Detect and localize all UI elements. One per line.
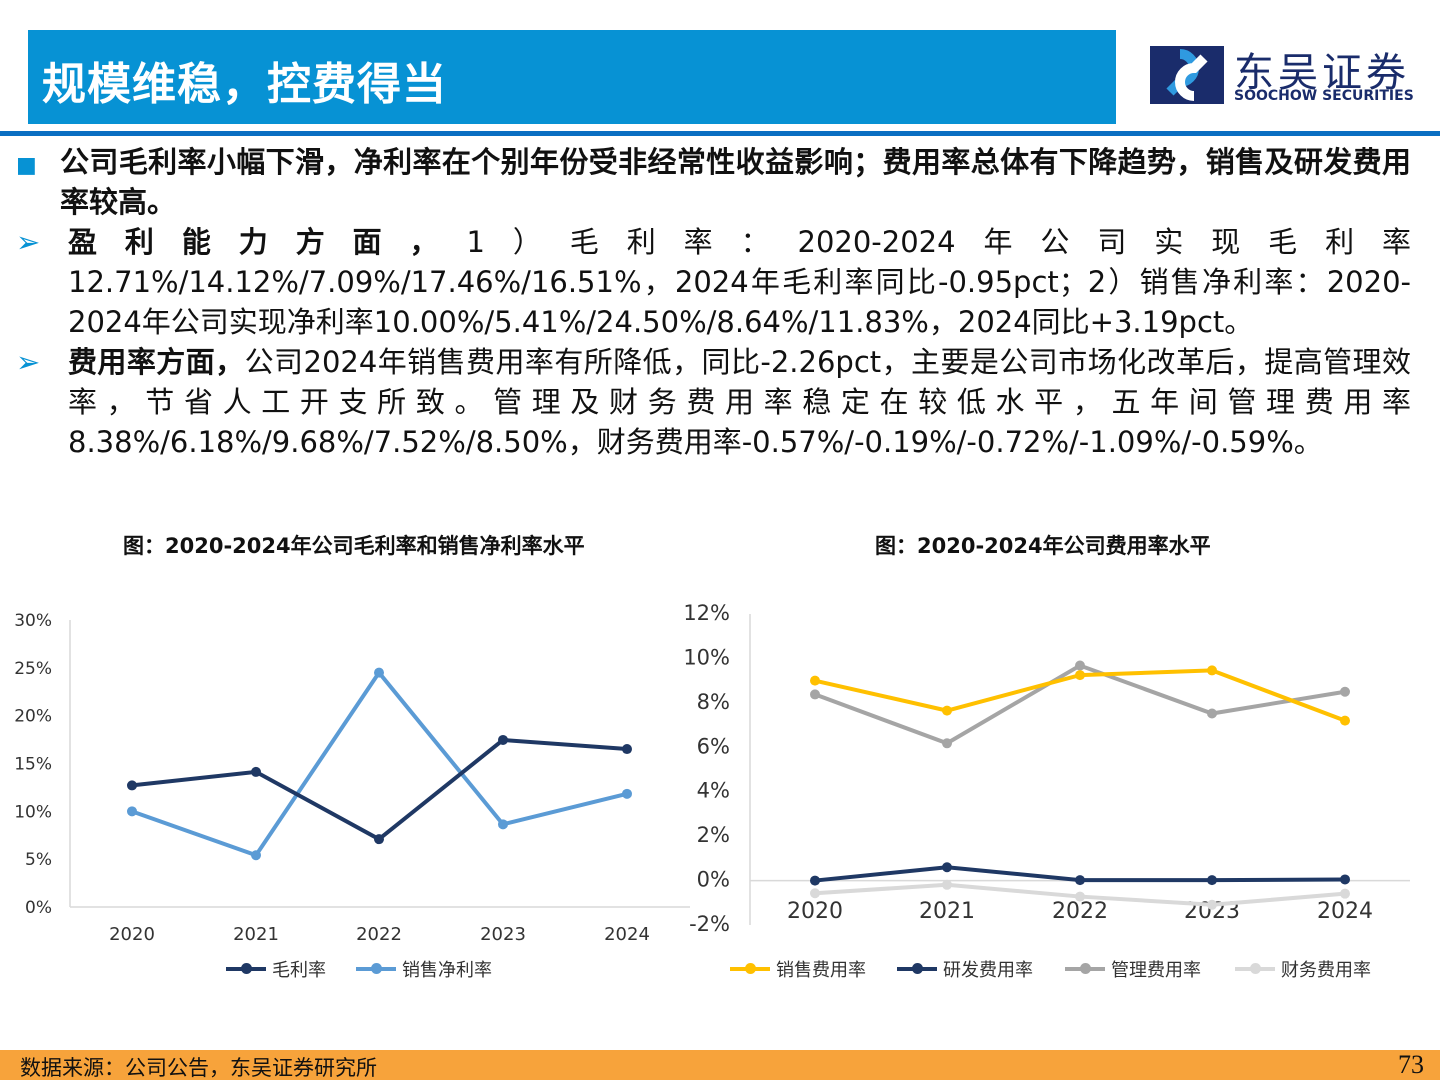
y-tick-label: 2%: [697, 823, 730, 847]
y-tick-label: 12%: [683, 601, 730, 625]
paragraph-summary: ■ 公司毛利率小幅下滑，净利率在个别年份受非经常性收益影响；费用率总体有下降趋势，…: [16, 145, 1411, 219]
data-point: [1207, 899, 1217, 910]
data-point: [1340, 715, 1350, 726]
data-point: [1075, 875, 1085, 886]
legend-item: 研发费用率: [897, 956, 1033, 982]
data-point: [1075, 660, 1085, 671]
legend-swatch-icon: [897, 963, 937, 974]
data-point: [1340, 686, 1350, 697]
y-tick-label: 0%: [697, 868, 730, 892]
data-point: [622, 744, 632, 755]
data-point: [622, 788, 632, 799]
legend-swatch-icon: [1235, 963, 1275, 974]
y-tick-label: 5%: [25, 850, 52, 870]
x-tick-label: 2020: [109, 924, 155, 945]
x-tick-label: 2024: [1317, 899, 1373, 924]
legend-swatch-icon: [356, 963, 396, 974]
x-tick-label: 2022: [356, 924, 402, 945]
legend-item: 毛利率: [226, 956, 326, 982]
data-point: [251, 766, 261, 777]
y-tick-label: 20%: [14, 707, 52, 727]
header-rule: [0, 131, 1440, 136]
paragraph-expenses: ➢ 费用率方面，公司2024年销售费用率有所降低，同比-2.26pct，主要是公司…: [16, 345, 1411, 459]
paragraph-profitability: ➢ 盈利能力方面，1）毛利率：2020-2024年公司实现毛利率12.71%/14…: [16, 225, 1411, 339]
data-point: [942, 705, 952, 716]
data-point: [810, 689, 820, 700]
x-tick-label: 2021: [233, 924, 279, 945]
data-point: [127, 780, 137, 791]
title-banner: 规模维稳，控费得当: [28, 30, 1116, 124]
legend-item: 管理费用率: [1065, 956, 1201, 982]
y-tick-label: 15%: [14, 755, 52, 775]
legend-item: 销售净利率: [356, 956, 492, 982]
data-point: [1075, 670, 1085, 681]
legend-swatch-icon: [730, 963, 770, 974]
y-tick-label: 25%: [14, 659, 52, 679]
data-point: [1207, 708, 1217, 719]
y-tick-label: 8%: [697, 690, 730, 714]
data-point: [942, 879, 952, 890]
data-point: [942, 862, 952, 873]
legend-swatch-icon: [226, 963, 266, 974]
y-tick-label: -2%: [689, 912, 730, 936]
y-tick-label: 10%: [14, 802, 52, 822]
data-point: [1207, 875, 1217, 886]
page-title: 规模维稳，控费得当: [42, 59, 447, 110]
data-point: [1340, 874, 1350, 885]
x-tick-label: 2024: [604, 924, 650, 945]
series-line-毛利率: [131, 737, 628, 842]
legend-swatch-icon: [1065, 963, 1105, 974]
legend-item: 财务费用率: [1235, 956, 1371, 982]
data-point: [1207, 665, 1217, 676]
data-point: [1340, 888, 1350, 899]
data-point: [374, 667, 384, 678]
data-point: [498, 734, 508, 745]
page-number: 73: [1398, 1050, 1424, 1079]
chart-left-title: 图：2020-2024年公司毛利率和销售净利率水平: [123, 534, 585, 558]
x-tick-label: 2022: [1052, 899, 1108, 924]
data-point: [810, 675, 820, 686]
footer: 数据来源：公司公告，东吴证券研究所 73: [0, 1050, 1440, 1080]
data-point: [1075, 891, 1085, 902]
chart-right-title: 图：2020-2024年公司费用率水平: [875, 534, 1211, 558]
y-tick-label: 30%: [14, 611, 52, 631]
data-point: [127, 806, 137, 817]
data-point: [942, 738, 952, 749]
data-point: [251, 850, 261, 861]
logo-mark-icon: [1150, 46, 1224, 104]
y-tick-label: 6%: [697, 734, 730, 758]
soochow-logo: 东吴证券 SOOCHOW SECURITIES: [1150, 46, 1420, 106]
x-tick-label: 2023: [480, 924, 526, 945]
series-line-销售净利率: [131, 669, 628, 858]
y-tick-label: 4%: [697, 779, 730, 803]
data-point: [810, 888, 820, 899]
y-tick-label: 10%: [683, 645, 730, 669]
legend-item: 销售费用率: [730, 956, 866, 982]
y-tick-label: 0%: [25, 898, 52, 918]
data-point: [810, 875, 820, 886]
data-point: [498, 819, 508, 830]
x-tick-label: 2021: [919, 899, 975, 924]
x-tick-label: 2020: [787, 899, 843, 924]
data-point: [374, 834, 384, 845]
